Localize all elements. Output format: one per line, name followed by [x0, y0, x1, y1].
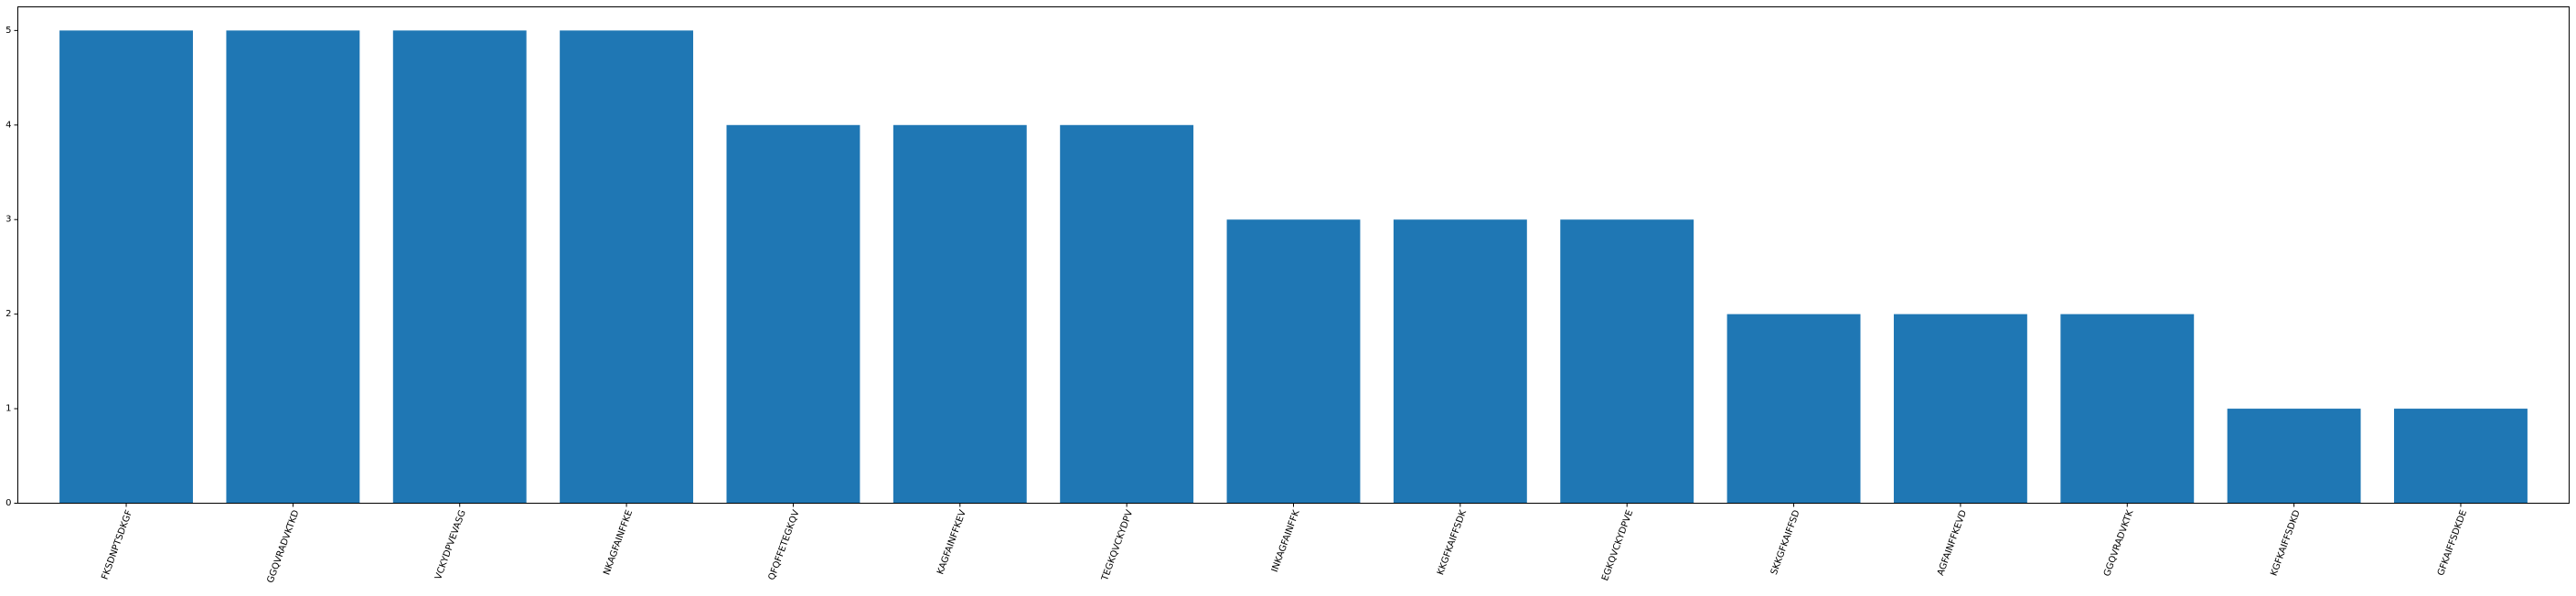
y-tick-label: 0 — [5, 498, 11, 508]
bar-ggqvradvktkd — [226, 30, 360, 504]
bar-kgfkaiffsdkd — [2227, 409, 2361, 504]
bar-kkgfkaiffsdk — [1393, 219, 1527, 504]
bar-ggqvradvktk — [2060, 314, 2195, 504]
bar-agfainffkevd — [1893, 314, 2027, 504]
bar-egkqvckydpve — [1560, 219, 1694, 504]
bars-group — [59, 30, 2528, 504]
y-tick-label: 3 — [5, 215, 11, 225]
bar-inkagfainffk — [1226, 219, 1361, 504]
bar-kagfainffkev — [893, 124, 1027, 504]
bar-skkgfkaiffsd — [1726, 314, 1861, 504]
bar-qfqffetegkqv — [726, 124, 860, 504]
bar-gfkaiffsdkde — [2394, 409, 2528, 504]
bar-tegkqvckydpv — [1060, 124, 1194, 504]
y-tick-label: 1 — [5, 404, 11, 414]
y-tick-label: 4 — [5, 120, 11, 130]
y-tick-label: 5 — [5, 26, 11, 36]
bar-fksdnptsdkgf — [59, 30, 193, 504]
y-axis: 0 1 2 3 4 5 — [5, 26, 18, 508]
plot-area-frame — [17, 6, 2570, 504]
y-tick-label: 2 — [5, 309, 11, 319]
bar-nkagfainffke — [560, 30, 694, 504]
bar-vckydpvevasg — [392, 30, 527, 504]
